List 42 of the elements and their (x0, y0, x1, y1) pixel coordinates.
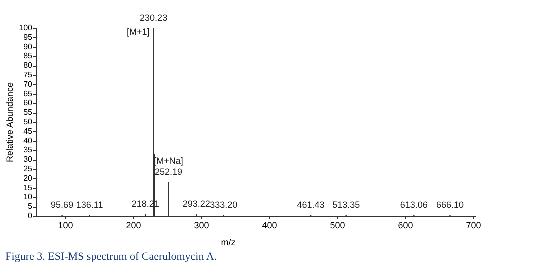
annotation: 461.43 (297, 200, 325, 210)
y-tick-label: 55 (24, 108, 34, 118)
y-tick-label: 20 (24, 174, 34, 183)
y-tick-label: 70 (24, 80, 34, 89)
annotation: 513.35 (332, 200, 360, 210)
x-tick-label: 100 (58, 220, 74, 230)
annotation: 293.22 (182, 199, 210, 210)
y-tick-label: 80 (24, 61, 34, 70)
y-tick-label: 10 (24, 192, 34, 202)
y-tick-label: 0 (28, 212, 34, 220)
y-tick-label: 50 (24, 118, 34, 126)
y-tick-label: 25 (24, 164, 34, 174)
y-tick-label: 30 (24, 155, 34, 164)
y-tick-label: 35 (24, 146, 34, 155)
y-axis-title: Relative Abundance (5, 82, 16, 163)
y-tick-label: 100 (19, 24, 34, 32)
annotation: 666.10 (436, 200, 464, 210)
annotation: 333.20 (210, 200, 238, 210)
x-tick-label: 400 (262, 220, 278, 230)
y-tick-label: 75 (24, 70, 34, 80)
y-tick-label: 65 (24, 89, 34, 98)
y-tick-label: 40 (24, 136, 34, 146)
annotation: 136.11 (76, 200, 104, 210)
x-tick-label: 300 (194, 220, 210, 230)
y-tick-label: 90 (24, 42, 34, 52)
y-tick-label: 85 (24, 52, 34, 61)
x-tick-label: 500 (330, 220, 346, 230)
y-tick-label: 5 (28, 202, 34, 212)
y-tick-label: 45 (24, 126, 34, 136)
annotation: 95.69 (51, 200, 74, 210)
annotation: 252.19 (154, 167, 183, 178)
annotation: 613.06 (400, 200, 428, 210)
x-axis-title: m/z (221, 238, 236, 248)
x-tick-label: 700 (466, 220, 482, 230)
annotation: 230.23 (140, 13, 168, 23)
text: Figure 3. ESI-MS spectrum of Caerulomycin A. (6, 251, 218, 263)
x-tick-label: 600 (398, 220, 414, 230)
y-tick-label: 15 (24, 183, 34, 192)
y-tick-label: 95 (24, 32, 34, 42)
x-tick-label: 200 (126, 220, 142, 230)
y-tick-label: 60 (24, 98, 34, 108)
annotation: [M+1] (127, 27, 150, 37)
